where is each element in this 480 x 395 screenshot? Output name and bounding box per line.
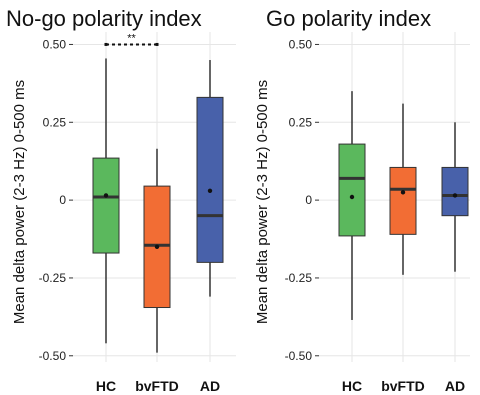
mean-point: [349, 194, 355, 200]
y-axis-label: Mean delta power (2-3 Hz) 0-500 ms: [254, 80, 271, 324]
significance-label: **: [127, 32, 136, 44]
panel-nogo: ** 0.50 0.25 0 -0.25 -0.50 HC bvFTD AD No-go p…: [6, 6, 236, 394]
y-tick-label: 0: [305, 193, 312, 207]
significance-end: [155, 42, 159, 46]
iqr-box: [441, 166, 469, 217]
x-tick-label: HC: [96, 378, 116, 394]
y-tick-label: -0.50: [285, 349, 313, 363]
box-HC: [92, 58, 120, 344]
x-tick-labels: HC bvFTD AD: [96, 378, 220, 394]
x-tick-labels: HC bvFTD AD: [342, 378, 465, 394]
boxes: [92, 58, 224, 353]
y-tick-label: -0.50: [39, 349, 67, 363]
y-tick-label: -0.25: [285, 271, 313, 285]
y-tick-labels: 0.50 0.25 0 -0.25 -0.50: [285, 37, 319, 363]
mean-point: [452, 193, 458, 198]
box-bvFTD: [143, 148, 171, 353]
x-tick-label: AD: [200, 378, 220, 394]
iqr-box: [338, 143, 366, 237]
y-tick-label: -0.25: [39, 271, 67, 285]
box-AD: [441, 122, 469, 272]
significance: **: [104, 32, 159, 46]
iqr-box: [92, 157, 120, 254]
y-axis-label: Mean delta power (2-3 Hz) 0-500 ms: [11, 80, 28, 324]
box-AD: [196, 60, 224, 297]
y-tick-label: 0.50: [289, 37, 313, 51]
panel-go: 0.50 0.25 0 -0.25 -0.50 HC bvFTD AD Go polarit…: [254, 6, 470, 394]
x-tick-label: bvFTD: [135, 378, 179, 394]
y-tick-label: 0.25: [43, 115, 67, 129]
boxes: [338, 91, 469, 320]
x-tick-label: HC: [342, 378, 362, 394]
box-bvFTD: [389, 103, 417, 275]
y-tick-label: 0: [59, 193, 66, 207]
iqr-box: [389, 166, 417, 235]
chart-title: Go polarity index: [266, 6, 431, 31]
mean-point: [400, 190, 406, 195]
y-tick-label: 0.50: [43, 37, 67, 51]
y-tick-label: 0.25: [289, 115, 313, 129]
x-tick-label: bvFTD: [381, 378, 425, 394]
y-tick-labels: 0.50 0.25 0 -0.25 -0.50: [39, 37, 73, 363]
significance-end: [104, 42, 108, 46]
x-tick-label: AD: [445, 378, 465, 394]
box-HC: [338, 91, 366, 320]
mean-point: [103, 193, 109, 198]
iqr-box: [196, 96, 224, 263]
mean-point: [154, 244, 160, 250]
mean-point: [207, 188, 213, 193]
chart-title: No-go polarity index: [6, 6, 202, 31]
